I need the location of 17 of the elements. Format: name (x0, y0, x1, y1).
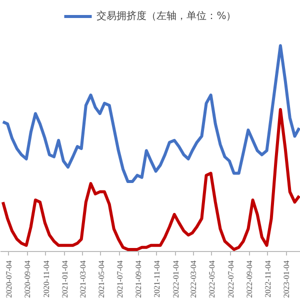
x-tick-label: 2023-01-04 (282, 260, 292, 298)
x-tick-label: 2021-11-04 (152, 260, 162, 298)
x-tick-label: 2020-09-04 (23, 260, 32, 298)
x-tick-label: 2022-05-04 (208, 260, 217, 298)
x-tick-label: 2021-01-04 (60, 260, 70, 298)
x-tick-label: 2022-03-04 (189, 260, 198, 298)
x-tick-label: 2020-11-04 (42, 260, 51, 298)
x-tick-label: 2021-03-04 (78, 260, 88, 298)
x-tick-label: 2021-05-04 (96, 260, 106, 298)
x-tick-label: 2022-11-04 (264, 260, 273, 298)
x-tick-label: 2022-09-04 (245, 260, 254, 298)
x-tick-label: 2021-09-04 (134, 260, 144, 298)
x-tick-label: 2020-07-04 (4, 260, 14, 298)
x-tick-label: 2022-01-04 (171, 260, 180, 298)
x-tick-label: 2021-07-04 (115, 260, 124, 298)
x-tick-label: 2022-07-04 (226, 260, 236, 298)
legend-label: 交易拥挤度（左轴，单位：%） (96, 10, 236, 23)
